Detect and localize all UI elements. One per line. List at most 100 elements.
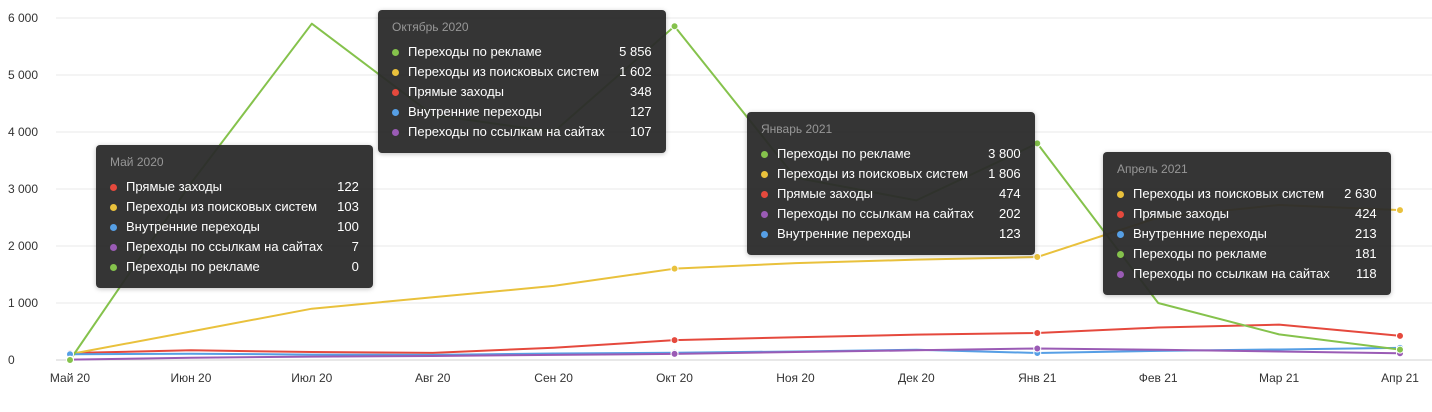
series-label: Переходы по ссылкам на сайтах (777, 206, 974, 221)
series-color-dot (1117, 190, 1124, 198)
series-label: Внутренние переходы (408, 104, 542, 119)
tooltip-row: Прямые заходы 424 (1117, 204, 1377, 224)
series-label: Прямые заходы (126, 179, 223, 194)
series-color-dot (110, 183, 117, 191)
series-value: 118 (1355, 266, 1377, 281)
tooltip-row: Прямые заходы 474 (761, 184, 1021, 204)
svg-text:Мар 21: Мар 21 (1259, 371, 1299, 385)
series-label: Переходы из поисковых систем (777, 166, 969, 181)
tooltip-title: Январь 2021 (761, 122, 833, 136)
series-value: 100 (337, 219, 359, 234)
svg-text:Июн 20: Июн 20 (170, 371, 211, 385)
series-label: Переходы по рекламе (1133, 246, 1267, 261)
series-color-dot (761, 230, 768, 238)
series-label: Прямые заходы (777, 186, 874, 201)
series-color-dot (392, 68, 399, 76)
svg-text:6 000: 6 000 (8, 11, 38, 25)
svg-text:2 000: 2 000 (8, 239, 38, 253)
tooltip-row: Переходы по ссылкам на сайтах 7 (110, 237, 359, 257)
series-color-dot (110, 223, 117, 231)
series-color-dot (1117, 210, 1124, 218)
tooltip-row: Переходы по рекламе 5 856 (392, 42, 652, 62)
svg-text:Сен 20: Сен 20 (534, 371, 573, 385)
series-label: Переходы по рекламе (126, 259, 260, 274)
tooltip-row: Внутренние переходы 127 (392, 102, 652, 122)
series-value: 202 (998, 206, 1021, 221)
tooltip-title: Октябрь 2020 (392, 20, 469, 34)
svg-text:Дек 20: Дек 20 (898, 371, 935, 385)
series-value: 0 (351, 259, 359, 274)
series-label: Переходы по ссылкам на сайтах (408, 124, 605, 139)
series-value: 3 800 (988, 146, 1021, 161)
tooltip-row: Внутренние переходы 213 (1117, 224, 1377, 244)
series-label: Внутренние переходы (777, 226, 911, 241)
series-color-dot (110, 243, 117, 251)
series-label: Внутренние переходы (126, 219, 260, 234)
series-label: Переходы из поисковых систем (408, 64, 600, 79)
tooltip-row: Переходы по ссылкам на сайтах 107 (392, 122, 652, 142)
series-label: Внутренние переходы (1133, 226, 1267, 241)
series-value: 424 (1354, 206, 1377, 221)
series-value: 181 (1354, 246, 1377, 261)
svg-text:Янв 21: Янв 21 (1018, 371, 1057, 385)
series-value: 213 (1354, 226, 1377, 241)
tooltip-april-2021: Апрель 2021 Переходы из поисковых систем… (1103, 152, 1391, 295)
series-color-dot (761, 190, 768, 198)
tooltip-title: Май 2020 (110, 155, 164, 169)
svg-text:Апр 21: Апр 21 (1381, 371, 1419, 385)
series-label: Переходы по ссылкам на сайтах (126, 239, 323, 254)
series-color-dot (761, 210, 768, 218)
series-value: 1 602 (619, 64, 652, 79)
tooltip-row: Переходы по ссылкам на сайтах 118 (1117, 264, 1377, 284)
series-color-dot (110, 263, 117, 271)
series-label: Переходы из поисковых систем (126, 199, 318, 214)
series-label: Переходы из поисковых систем (1133, 186, 1325, 201)
tooltip-row: Переходы из поисковых систем 2 630 (1117, 184, 1377, 204)
svg-text:Ноя 20: Ноя 20 (776, 371, 815, 385)
tooltip-row: Внутренние переходы 123 (761, 224, 1021, 244)
tooltip-row: Переходы по рекламе 0 (110, 257, 359, 277)
series-value: 1 806 (988, 166, 1021, 181)
svg-text:1 000: 1 000 (8, 296, 38, 310)
series-color-dot (392, 108, 399, 116)
svg-text:4 000: 4 000 (8, 125, 38, 139)
series-label: Переходы по рекламе (777, 146, 911, 161)
series-color-dot (1117, 230, 1124, 238)
series-value: 107 (629, 124, 652, 139)
tooltip-october-2020: Октябрь 2020 Переходы по рекламе 5 856 П… (378, 10, 666, 153)
svg-text:Авг 20: Авг 20 (415, 371, 451, 385)
series-color-dot (110, 203, 117, 211)
tooltip-may-2020: Май 2020 Прямые заходы 122 Переходы из п… (96, 145, 373, 288)
series-value: 127 (629, 104, 652, 119)
tooltip-row: Переходы из поисковых систем 1 806 (761, 164, 1021, 184)
series-label: Прямые заходы (1133, 206, 1230, 221)
tooltip-title: Апрель 2021 (1117, 162, 1188, 176)
series-color-dot (1117, 250, 1124, 258)
series-color-dot (761, 170, 768, 178)
tooltip-row: Переходы по рекламе 3 800 (761, 144, 1021, 164)
series-value: 123 (998, 226, 1021, 241)
series-value: 5 856 (619, 44, 652, 59)
series-label: Переходы по рекламе (408, 44, 542, 59)
series-label: Переходы по ссылкам на сайтах (1133, 266, 1330, 281)
tooltip-row: Переходы по ссылкам на сайтах 202 (761, 204, 1021, 224)
svg-text:0: 0 (8, 353, 15, 367)
series-value: 122 (337, 179, 359, 194)
series-label: Прямые заходы (408, 84, 505, 99)
series-color-dot (392, 48, 399, 56)
svg-text:Окт 20: Окт 20 (656, 371, 693, 385)
series-value: 7 (351, 239, 359, 254)
svg-text:Фев 21: Фев 21 (1139, 371, 1178, 385)
series-value: 2 630 (1344, 186, 1377, 201)
svg-text:Июл 20: Июл 20 (291, 371, 332, 385)
tooltip-row: Переходы из поисковых систем 103 (110, 197, 359, 217)
tooltip-row: Прямые заходы 122 (110, 177, 359, 197)
tooltip-january-2021: Январь 2021 Переходы по рекламе 3 800 Пе… (747, 112, 1035, 255)
series-value: 348 (629, 84, 652, 99)
series-color-dot (761, 150, 768, 158)
svg-text:5 000: 5 000 (8, 68, 38, 82)
svg-text:Май 20: Май 20 (50, 371, 91, 385)
series-value: 103 (337, 199, 359, 214)
